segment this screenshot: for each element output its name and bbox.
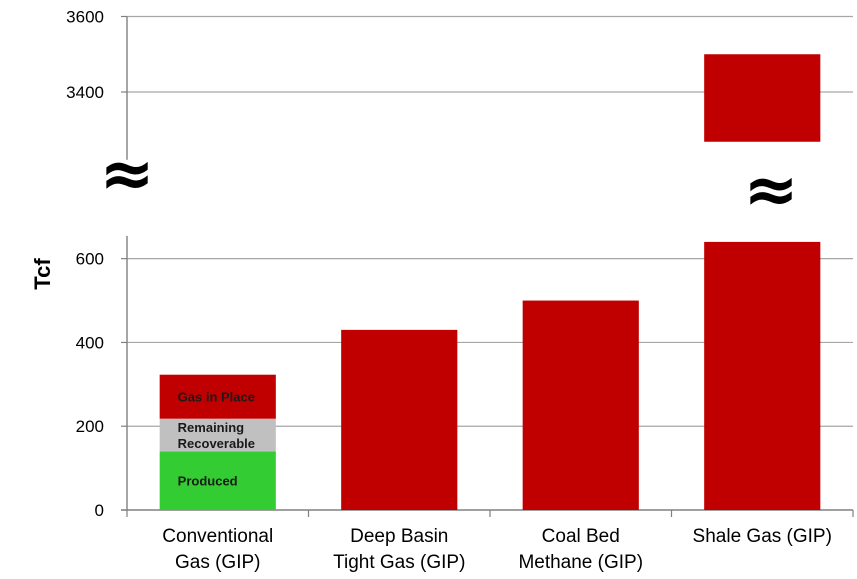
axis-break-shale-bar: ≈ [743, 151, 798, 228]
y-tick-label: 600 [76, 250, 104, 269]
category-label: Tight Gas (GIP) [333, 552, 465, 573]
category-label: Gas (GIP) [175, 552, 261, 573]
y-tick-label: 0 [95, 501, 104, 520]
bar-segment-label: Recoverable [178, 436, 255, 451]
bar-lower-part [704, 241, 821, 511]
category-label: Deep Basin [350, 526, 448, 547]
axis-break-left: ≈ [99, 135, 154, 212]
category-label: Shale Gas (GIP) [693, 526, 832, 547]
bar-segment-label: Remaining [178, 420, 245, 435]
category-label: Coal Bed [542, 526, 620, 547]
y-tick-label: 3600 [66, 8, 104, 27]
y-tick-label: 200 [76, 417, 104, 436]
bar-segment-label: Produced [178, 474, 238, 489]
bar [522, 300, 639, 510]
bar [341, 329, 458, 510]
y-tick-labels: 0 200 400 600 3400 3600 [66, 8, 104, 521]
bar-upper-part [704, 54, 821, 142]
y-axis-label: Tcf [30, 258, 55, 290]
category-labels: Conventional Gas (GIP) Deep Basin Tight Gas… [162, 526, 832, 573]
bar-segment-label: Gas in Place [178, 390, 255, 405]
category-label: Conventional [162, 526, 273, 547]
bar-segment [159, 374, 276, 419]
y-tick-label: 3400 [66, 83, 104, 102]
bar-segment [159, 451, 276, 510]
y-tick-label: 400 [76, 333, 104, 352]
bar-segment [159, 418, 276, 452]
category-label: Methane (GIP) [518, 552, 643, 573]
